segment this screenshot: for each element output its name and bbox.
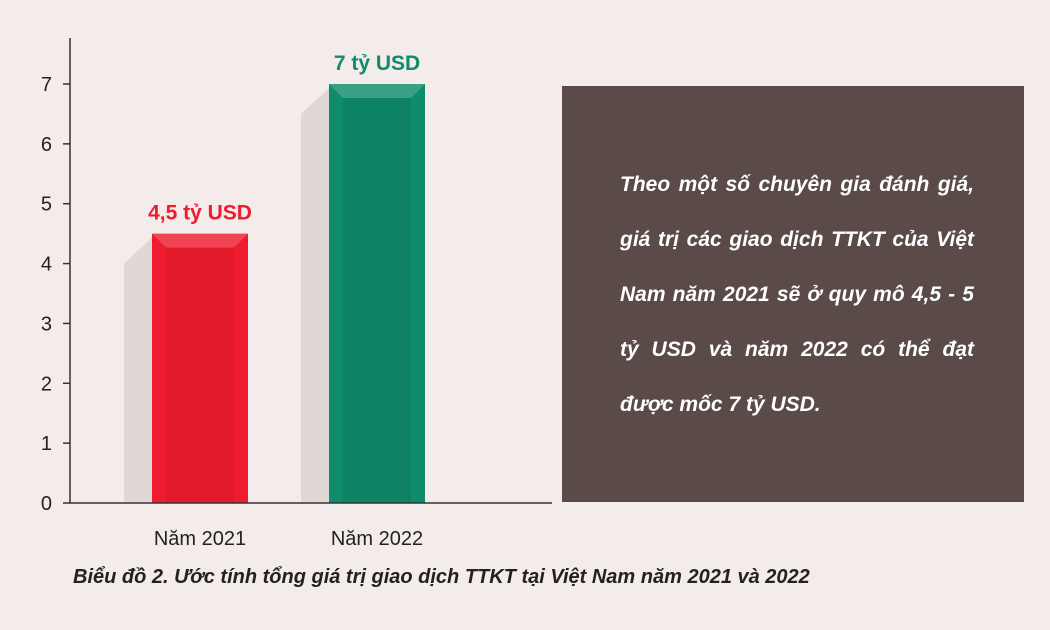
x-category-label: Năm 2021 — [154, 528, 246, 550]
bar-shadow — [301, 88, 329, 503]
y-tick-label: 3 — [41, 313, 52, 335]
bar-inner-panel — [166, 247, 234, 503]
bar-bevel — [329, 84, 425, 98]
y-tick-label: 1 — [41, 433, 52, 455]
y-tick-label: 7 — [41, 74, 52, 96]
y-tick-label: 5 — [41, 194, 52, 216]
y-tick-label: 0 — [41, 493, 52, 515]
bar-inner-panel — [343, 98, 411, 503]
bar-data-label: 4,5 tỷ USD — [148, 202, 252, 225]
bar-bevel — [152, 233, 248, 248]
y-tick-label: 2 — [41, 373, 52, 395]
data-labels: 4,5 tỷ USD 7 tỷ USD — [148, 52, 420, 225]
note-box: Theo một số chuyên gia đánh giá, giá trị… — [562, 86, 1024, 502]
bar — [152, 233, 248, 503]
bars-layer — [124, 84, 425, 503]
bar-shadow — [124, 237, 152, 503]
x-category-labels: Năm 2021 Năm 2022 — [154, 528, 423, 550]
y-ticks: 0 1 2 3 4 5 6 7 — [41, 74, 70, 515]
note-text: Theo một số chuyên gia đánh giá, giá trị… — [620, 172, 974, 416]
x-category-label: Năm 2022 — [331, 528, 423, 550]
bar-data-label: 7 tỷ USD — [334, 52, 420, 75]
chart-caption: Biểu đồ 2. Ước tính tổng giá trị giao dị… — [73, 566, 810, 588]
y-tick-label: 6 — [41, 134, 52, 156]
bar — [329, 84, 425, 503]
y-tick-label: 4 — [41, 254, 52, 276]
